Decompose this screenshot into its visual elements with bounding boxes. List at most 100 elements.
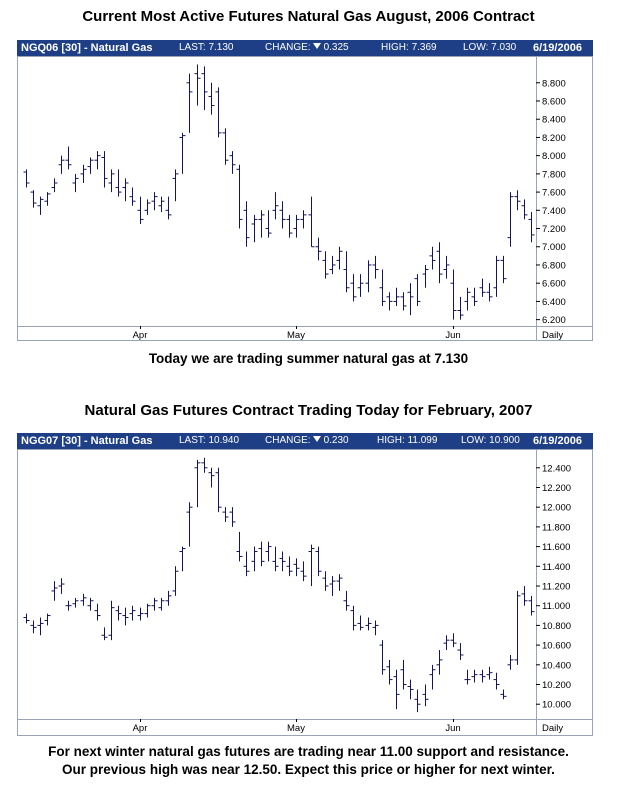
ohlc-bar: [137, 196, 144, 224]
x-tick-label: May: [287, 723, 305, 734]
ohlc-bar: [293, 214, 300, 238]
y-tick-label: 11.400: [542, 562, 570, 573]
ohlc-bar: [229, 151, 236, 174]
chart1-change: CHANGE: 0.325: [265, 42, 349, 53]
ohlc-bar: [514, 190, 521, 211]
chart2-plot: 10.000 10.200 10.400 10.600 10.800 11.000 11.2…: [17, 449, 593, 736]
ohlc-bar: [94, 151, 101, 170]
chart2-last: LAST: 10.940: [179, 435, 240, 446]
ohlc-bar: [407, 283, 414, 316]
y-tick-label: 7.600: [542, 188, 566, 199]
ohlc-bar: [329, 255, 336, 275]
ohlc-bar: [108, 600, 115, 641]
ohlc-bar: [400, 659, 407, 690]
chart1-header-bar: NGQ06 [30] - Natural Gas LAST: 7.130 CHA…: [17, 40, 593, 56]
ohlc-bar: [507, 654, 514, 670]
y-tick-label: 6.800: [542, 260, 566, 271]
ohlc-bar: [251, 214, 258, 243]
y-tick-label: 11.800: [542, 522, 570, 533]
chart-frame: [17, 449, 593, 736]
ohlc-bar: [350, 274, 357, 302]
y-tick-label: 8.200: [542, 133, 566, 144]
ohlc-bar: [308, 196, 315, 248]
ohlc-bar: [393, 669, 400, 710]
ohlc-bar: [279, 551, 286, 572]
ohlc-bar: [144, 199, 151, 215]
ohlc-bar: [158, 196, 165, 213]
chart1-panel: NGQ06 [30] - Natural Gas LAST: 7.130 CHA…: [17, 40, 593, 341]
ohlc-bar: [265, 210, 272, 238]
ohlc-bar: [343, 251, 350, 293]
ohlc-bar: [243, 201, 250, 247]
ohlc-bar: [137, 607, 144, 621]
period-label: Daily: [542, 723, 563, 734]
ohlc-bar: [372, 255, 379, 279]
ohlc-bar: [507, 192, 514, 247]
ohlc-bar: [471, 287, 478, 306]
y-tick-label: 10.200: [542, 680, 571, 691]
chart2-panel: NGG07 [30] - Natural Gas LAST: 10.940 CH…: [17, 433, 593, 736]
ohlc-bar: [414, 274, 421, 306]
ohlc-bar: [115, 169, 122, 197]
ohlc-bar: [457, 643, 464, 660]
chart1-low: LOW: 7.030: [463, 42, 517, 53]
ohlc-bar: [186, 502, 193, 547]
ohlc-bar: [322, 251, 329, 279]
ohlc-bar: [350, 605, 357, 631]
ohlc-bar: [201, 457, 208, 473]
y-tick-label: 7.000: [542, 242, 566, 253]
ohlc-bar: [293, 558, 300, 577]
ohlc-bar: [23, 169, 30, 188]
period-label: Daily: [542, 330, 563, 341]
y-tick-label: 10.000: [542, 700, 571, 711]
ohlc-bar: [101, 627, 108, 641]
ohlc-bar: [236, 531, 243, 562]
ohlc-bar: [464, 287, 471, 311]
y-tick-label: 6.200: [542, 315, 566, 326]
ohlc-bar: [500, 689, 507, 700]
ohlc-bar: [528, 212, 535, 243]
ohlc-bar: [365, 617, 372, 631]
ohlc-bar: [429, 664, 436, 690]
ohlc-bar: [44, 192, 51, 206]
ohlc-bar: [479, 278, 486, 297]
ohlc-bar: [30, 190, 37, 208]
ohlc-bar: [51, 178, 58, 193]
ohlc-bar: [165, 590, 172, 606]
x-tick-label: May: [287, 330, 305, 341]
ohlc-bar: [208, 82, 215, 115]
ohlc-bar: [464, 669, 471, 685]
ohlc-bar: [315, 237, 322, 261]
ohlc-bar: [222, 128, 229, 165]
ohlc-bar: [243, 551, 250, 577]
ohlc-bar: [343, 590, 350, 611]
ohlc-bar: [108, 169, 115, 193]
ohlc-bar: [80, 164, 87, 183]
ohlc-bar: [144, 603, 151, 618]
ohlc-bar: [422, 684, 429, 707]
ohlc-bar: [30, 620, 37, 634]
chart-frame: [17, 56, 593, 341]
ohlc-bar: [400, 292, 407, 311]
ohlc-bar: [336, 246, 343, 270]
chart2-change: CHANGE: 0.230: [265, 435, 349, 446]
y-tick-label: 7.800: [542, 169, 566, 180]
ohlc-bar: [265, 541, 272, 562]
y-tick-label: 8.400: [542, 115, 566, 126]
y-tick-label: 6.400: [542, 297, 566, 308]
chart1-caption: Today we are trading summer natural gas …: [148, 351, 469, 366]
x-tick-label: Apr: [133, 723, 148, 734]
ohlc-bar: [300, 210, 307, 229]
ohlc-bar: [514, 590, 521, 665]
ohlc-bar: [429, 246, 436, 270]
ohlc-bar: [72, 173, 79, 193]
ohlc-bar: [58, 155, 65, 174]
ohlc-bar: [151, 597, 158, 611]
chart2-high: HIGH: 11.099: [377, 435, 438, 446]
ohlc-bar: [493, 255, 500, 297]
ohlc-bar: [58, 578, 65, 594]
ohlc-bar: [37, 617, 44, 636]
chart1-date: 6/19/2006: [533, 42, 582, 54]
ohlc-bar: [194, 459, 201, 508]
x-tick-label: Jun: [445, 330, 460, 341]
